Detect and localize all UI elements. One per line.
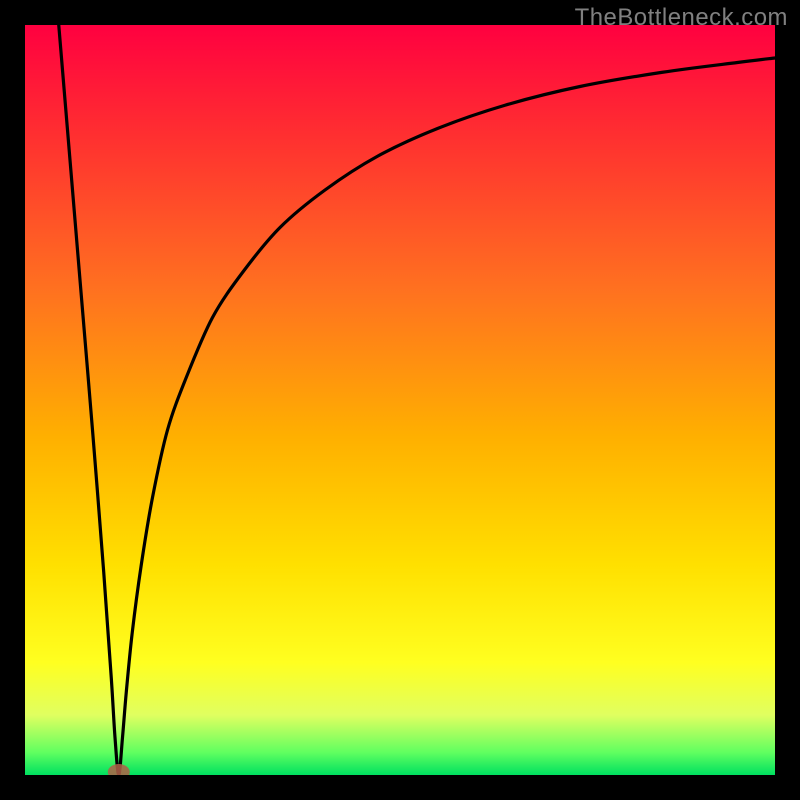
chart-frame: TheBottleneck.com bbox=[0, 0, 800, 800]
watermark-text: TheBottleneck.com bbox=[575, 4, 788, 32]
plot-background-gradient bbox=[25, 25, 775, 775]
